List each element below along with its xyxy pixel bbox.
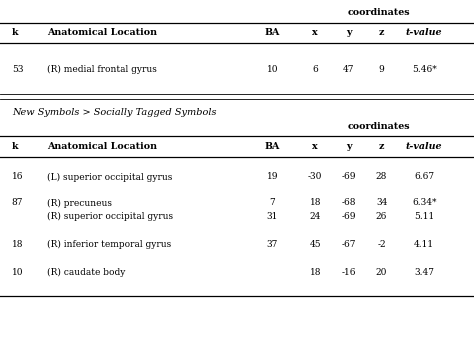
- Text: -68: -68: [341, 198, 356, 208]
- Text: -69: -69: [341, 172, 356, 181]
- Text: (L) superior occipital gyrus: (L) superior occipital gyrus: [47, 172, 173, 181]
- Text: 18: 18: [12, 240, 23, 249]
- Text: 18: 18: [310, 198, 321, 208]
- Text: y: y: [346, 142, 351, 151]
- Text: BA: BA: [265, 142, 280, 151]
- Text: 34: 34: [376, 198, 387, 208]
- Text: (R) inferior temporal gyrus: (R) inferior temporal gyrus: [47, 240, 172, 249]
- Text: 31: 31: [267, 212, 278, 221]
- Text: 53: 53: [12, 65, 23, 74]
- Text: 26: 26: [376, 212, 387, 221]
- Text: x: x: [312, 142, 318, 151]
- Text: 18: 18: [310, 268, 321, 277]
- Text: 37: 37: [267, 240, 278, 249]
- Text: (R) precuneus: (R) precuneus: [47, 198, 112, 208]
- Text: z: z: [379, 28, 384, 37]
- Text: 3.47: 3.47: [414, 268, 434, 277]
- Text: 87: 87: [12, 198, 23, 208]
- Text: 6.34*: 6.34*: [412, 198, 437, 208]
- Text: (R) superior occipital gyrus: (R) superior occipital gyrus: [47, 212, 173, 221]
- Text: Anatomical Location: Anatomical Location: [47, 142, 157, 151]
- Text: -2: -2: [377, 240, 386, 249]
- Text: z: z: [379, 142, 384, 151]
- Text: coordinates: coordinates: [348, 122, 410, 131]
- Text: 6: 6: [312, 65, 318, 74]
- Text: k: k: [12, 28, 18, 37]
- Text: New Symbols > Socially Tagged Symbols: New Symbols > Socially Tagged Symbols: [12, 108, 216, 117]
- Text: y: y: [346, 28, 351, 37]
- Text: 9: 9: [379, 65, 384, 74]
- Text: Anatomical Location: Anatomical Location: [47, 28, 157, 37]
- Text: 5.46*: 5.46*: [412, 65, 437, 74]
- Text: -69: -69: [341, 212, 356, 221]
- Text: 45: 45: [310, 240, 321, 249]
- Text: x: x: [312, 28, 318, 37]
- Text: 7: 7: [270, 198, 275, 208]
- Text: -67: -67: [341, 240, 356, 249]
- Text: -16: -16: [341, 268, 356, 277]
- Text: (R) medial frontal gyrus: (R) medial frontal gyrus: [47, 65, 157, 74]
- Text: 19: 19: [267, 172, 278, 181]
- Text: t-value: t-value: [406, 142, 443, 151]
- Text: 10: 10: [12, 268, 23, 277]
- Text: (R) caudate body: (R) caudate body: [47, 268, 126, 277]
- Text: -30: -30: [308, 172, 322, 181]
- Text: 20: 20: [376, 268, 387, 277]
- Text: 6.67: 6.67: [414, 172, 434, 181]
- Text: BA: BA: [265, 28, 280, 37]
- Text: k: k: [12, 142, 18, 151]
- Text: coordinates: coordinates: [348, 8, 410, 17]
- Text: 47: 47: [343, 65, 354, 74]
- Text: 4.11: 4.11: [414, 240, 434, 249]
- Text: 24: 24: [310, 212, 321, 221]
- Text: 5.11: 5.11: [414, 212, 434, 221]
- Text: t-value: t-value: [406, 28, 443, 37]
- Text: 10: 10: [267, 65, 278, 74]
- Text: 16: 16: [12, 172, 23, 181]
- Text: 28: 28: [376, 172, 387, 181]
